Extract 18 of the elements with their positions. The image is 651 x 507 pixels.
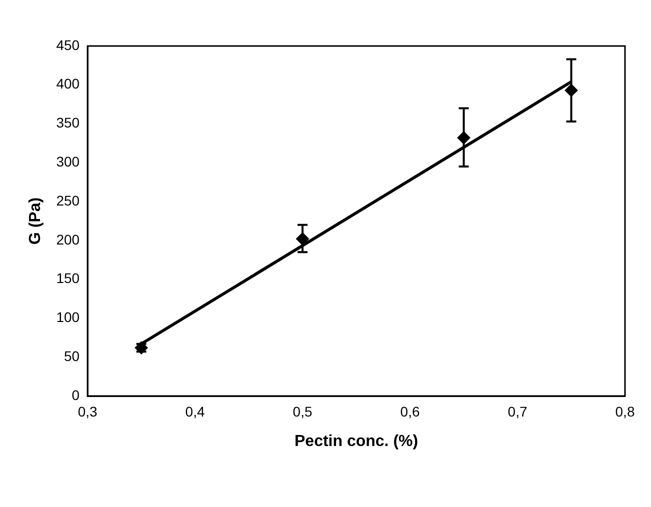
y-axis-title: G (Pa) (27, 197, 44, 245)
y-tick-label: 200 (56, 231, 80, 248)
y-tick-label: 150 (56, 270, 80, 286)
y-tick-label: 350 (56, 114, 80, 131)
y-tick-label: 300 (56, 154, 80, 170)
x-tick-label: 0,3 (78, 403, 98, 420)
x-tick-label: 0,4 (185, 403, 205, 420)
y-tick-label: 250 (56, 192, 80, 208)
x-tick-label: 0,6 (400, 403, 420, 420)
y-tick-label: 100 (56, 309, 80, 326)
y-tick-label: 450 (56, 36, 80, 53)
y-tick-label: 0 (72, 386, 80, 403)
x-axis-title: Pectin conc. (%) (294, 432, 418, 450)
y-tick-label: 50 (64, 348, 80, 364)
x-tick-label: 0,5 (292, 403, 312, 420)
y-tick-label: 400 (56, 76, 80, 92)
x-tick-label: 0,7 (508, 403, 528, 420)
x-tick-label: 0,8 (615, 403, 635, 420)
